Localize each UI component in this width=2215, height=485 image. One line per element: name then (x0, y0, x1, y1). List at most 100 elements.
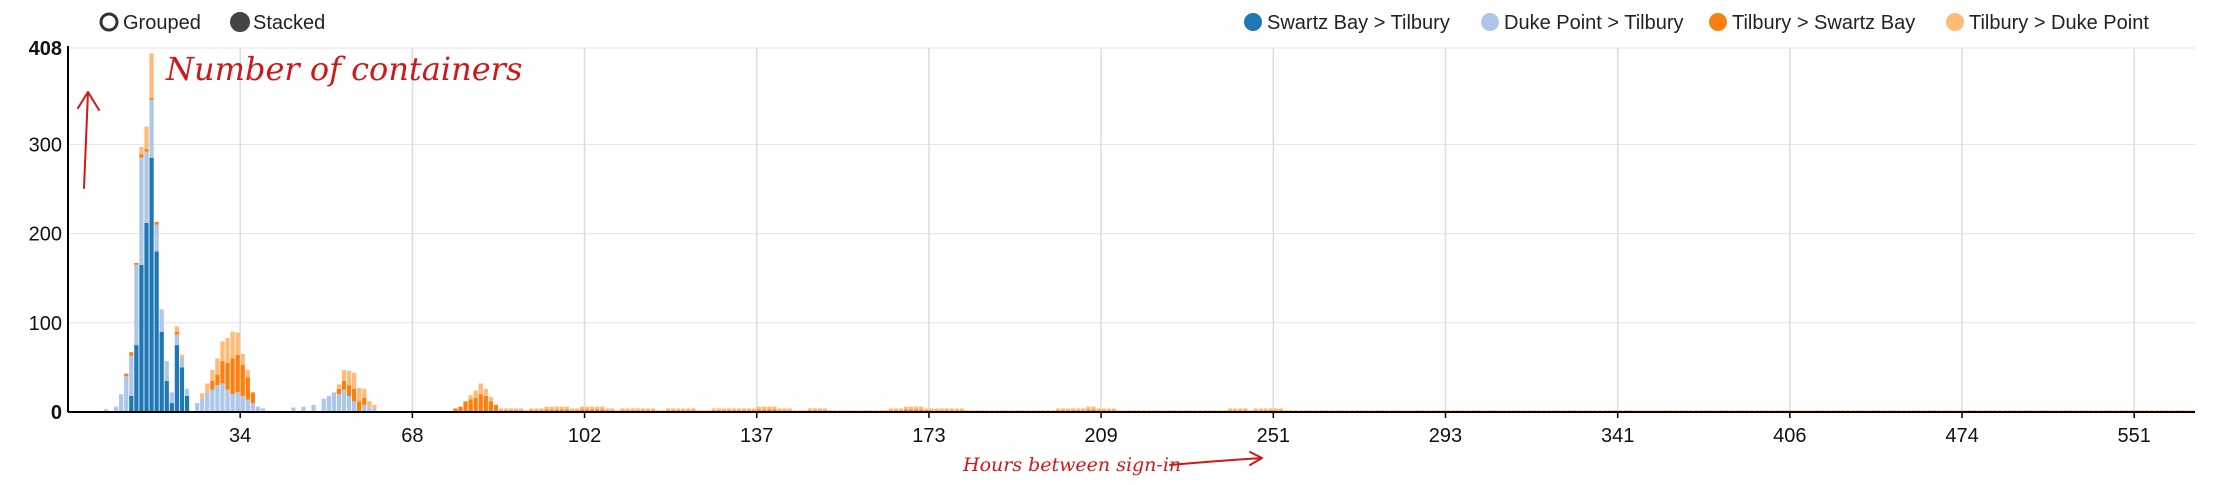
bar-segment (549, 409, 554, 412)
bar-segment (944, 408, 949, 411)
bar-segment (1840, 410, 1846, 412)
bar-segment (924, 408, 929, 411)
bar-segment (595, 409, 600, 412)
bar-segment (291, 407, 296, 412)
bar-segment (103, 409, 109, 412)
bar-segment (2144, 410, 2150, 412)
bar-segment (149, 97, 154, 100)
legend-item-tilbury-to-swartz-bay[interactable]: Tilbury > Swartz Bay (1709, 12, 1915, 34)
bar-segment (1152, 410, 1157, 412)
bar-segment (1400, 410, 1405, 412)
bar-segment (230, 394, 235, 412)
stacked-radio-indicator[interactable] (230, 12, 250, 32)
bar-segment (1952, 410, 1957, 412)
bar-segment (914, 406, 919, 410)
bar-segment (1542, 410, 1547, 412)
x-tick-label: 137 (740, 425, 773, 447)
bar-segment (225, 337, 230, 363)
bar-segment (1881, 410, 1886, 412)
bar-segment (1076, 408, 1081, 411)
bar-segment (625, 408, 630, 411)
bar-segment (579, 406, 585, 410)
bar-segment (964, 410, 970, 412)
bar-segment (1420, 410, 1425, 412)
bar-segment (1537, 410, 1542, 412)
stacked-radio[interactable]: Stacked (230, 12, 325, 34)
bar-segment (893, 408, 899, 411)
bar-segment (544, 406, 549, 410)
bar-segment (210, 389, 215, 412)
bar-segment (149, 53, 154, 98)
grouped-radio-indicator[interactable] (99, 12, 119, 32)
bar-segment (169, 392, 174, 404)
legend-item-tilbury-to-duke-point[interactable]: Tilbury > Duke Point (1946, 12, 2149, 34)
bar-segment (2165, 410, 2170, 412)
bar-segment (1602, 410, 1608, 412)
bar-segment (524, 410, 529, 412)
legend-label[interactable]: Swartz Bay > Tilbury (1267, 12, 1450, 34)
bar-segment (954, 408, 959, 411)
bar-segment (1223, 410, 1228, 412)
bar-segment (2013, 410, 2018, 412)
bar-segment (640, 408, 645, 411)
bar-segment (888, 408, 894, 411)
bar-segment (2124, 410, 2129, 412)
bar-segment (716, 408, 721, 411)
bar-segment (1825, 410, 1830, 412)
legend-swatch[interactable] (1946, 13, 1964, 31)
bar-segment (473, 397, 478, 412)
bar-segment (1466, 410, 1471, 412)
bar-segment (757, 406, 762, 410)
stacked-label[interactable]: Stacked (253, 12, 325, 34)
legend-item-duke-point-to-tilbury[interactable]: Duke Point > Tilbury (1481, 12, 1684, 34)
legend-label[interactable]: Duke Point > Tilbury (1504, 12, 1684, 34)
bar-segment (797, 410, 802, 412)
bar-segment (762, 409, 767, 412)
bar-segment (990, 410, 995, 412)
legend-swatch[interactable] (1244, 13, 1262, 31)
y-tick-label: 200 (29, 224, 62, 246)
bar-segment (762, 406, 767, 410)
bar-segment (1719, 410, 1724, 412)
legend-swatch[interactable] (1709, 13, 1727, 31)
grouped-radio[interactable]: Grouped (99, 12, 201, 34)
bar-segment (863, 410, 868, 412)
bar-segment (1856, 410, 1861, 412)
legend-label[interactable]: Tilbury > Swartz Bay (1732, 12, 1915, 34)
legend-label[interactable]: Tilbury > Duke Point (1969, 12, 2149, 34)
bar-segment (1749, 410, 1754, 412)
bar-segment (1709, 410, 1714, 412)
bar-segment (909, 409, 914, 412)
bar-segment (1648, 410, 1653, 412)
bar-segment (159, 309, 164, 332)
bar-segment (2002, 410, 2008, 412)
bar-segment (817, 408, 823, 411)
bar-segment (1557, 410, 1562, 412)
bar-segment (1987, 410, 1993, 412)
bar-segment (1967, 410, 1972, 412)
bar-segment (1288, 410, 1294, 412)
bar-segment (179, 367, 185, 412)
bar-segment (534, 408, 539, 411)
x-tick-label: 173 (912, 425, 945, 447)
bar-segment (752, 408, 757, 411)
bar-segment (1395, 410, 1400, 412)
bar-segment (934, 408, 939, 411)
legend-swatch[interactable] (1481, 13, 1499, 31)
bar-segment (225, 362, 230, 390)
bar-segment (1805, 410, 1810, 412)
bar-segment (1835, 410, 1841, 412)
bar-segment (1319, 410, 1324, 412)
bar-segment (144, 148, 149, 152)
legend-item-swartz-bay-to-tilbury[interactable]: Swartz Bay > Tilbury (1244, 12, 1450, 34)
bar-segment (1623, 410, 1628, 412)
bar-segment (2175, 410, 2180, 412)
bar-segment (367, 401, 372, 407)
x-annotation-text: Hours between sign-in (962, 454, 1181, 476)
bar-segment (2139, 410, 2144, 412)
bar-segment (174, 334, 180, 346)
bar-segment (1086, 409, 1091, 412)
legend: Swartz Bay > Tilbury Duke Point > Tilbur… (1244, 12, 2149, 34)
bar-segment (1516, 410, 1522, 412)
grouped-label[interactable]: Grouped (123, 12, 201, 34)
